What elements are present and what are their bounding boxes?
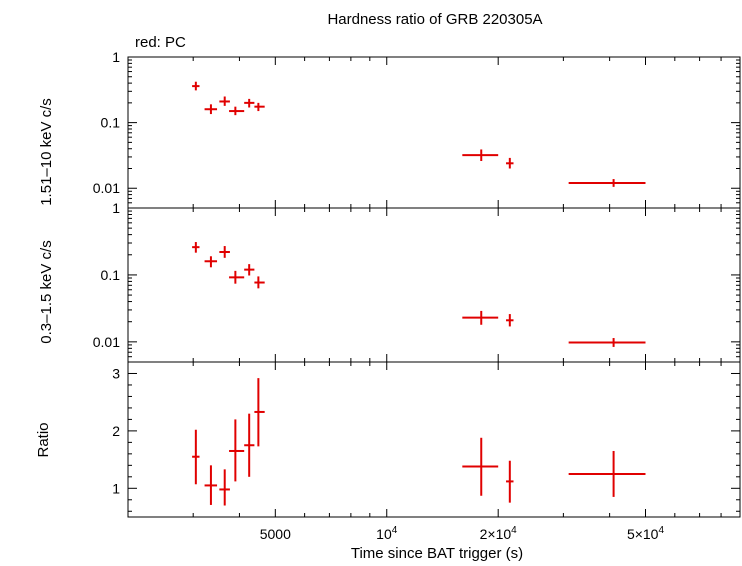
data-point: [229, 419, 245, 482]
y-tick-label: 1: [112, 49, 120, 65]
data-point: [568, 179, 646, 187]
panel-soft-ticks: 1 0.1 0.01: [93, 200, 740, 362]
data-point: [506, 314, 514, 327]
y-tick-label: 0.1: [101, 267, 121, 283]
data-point: [254, 276, 265, 289]
data-point: [506, 157, 514, 169]
x-axis: 5000 104 2×104 5×104: [260, 525, 665, 542]
data-point: [204, 256, 218, 268]
data-point: [192, 81, 200, 91]
x-tick-exponent: 4: [658, 525, 664, 536]
x-tick-label: 104: [376, 525, 398, 542]
x-axis-label: Time since BAT trigger (s): [351, 545, 523, 562]
data-point: [244, 98, 255, 108]
y-tick-label: 1: [112, 200, 120, 216]
panel-ratio-points: [192, 378, 646, 506]
x-tick-exponent: 4: [511, 525, 517, 536]
data-point: [229, 270, 245, 284]
data-point: [192, 242, 200, 253]
data-point: [192, 429, 200, 485]
y-axis-label-hard: 1.51–10 keV c/s: [38, 98, 55, 206]
panel-hard-points: [192, 81, 646, 187]
chart-title: Hardness ratio of GRB 220305A: [327, 11, 542, 28]
data-point: [254, 378, 265, 447]
panel-soft-frame: [127, 207, 741, 363]
x-tick-label: 5×104: [627, 525, 665, 542]
panel-hard: 1 0.1 0.01: [93, 49, 741, 209]
y-axis-label-ratio: Ratio: [35, 422, 52, 457]
data-point: [244, 413, 255, 477]
data-point: [462, 437, 499, 496]
y-tick-label: 0.01: [93, 334, 120, 350]
y-axis-label-soft: 0.3–1.5 keV c/s: [38, 240, 55, 343]
data-point: [204, 465, 218, 505]
panel-hard-ticks: 1 0.1 0.01: [93, 49, 740, 208]
x-tick-label: 2×104: [480, 525, 518, 542]
panel-soft-points: [192, 242, 646, 347]
data-point: [506, 460, 514, 503]
y-tick-label: 3: [112, 365, 120, 381]
data-point: [462, 310, 499, 325]
x-tick-label: 5000: [260, 526, 291, 542]
data-point: [254, 102, 265, 112]
data-point: [568, 338, 646, 347]
panel-ratio-frame: [127, 361, 741, 518]
y-tick-label: 0.01: [93, 180, 120, 196]
panel-ratio-ticks: 1 2 3: [112, 362, 740, 517]
data-point: [219, 246, 230, 258]
panel-soft: 1 0.1 0.01: [93, 200, 741, 363]
data-point: [244, 264, 255, 276]
data-point: [568, 450, 646, 497]
data-point: [462, 149, 499, 162]
data-point: [204, 104, 218, 115]
y-tick-label: 2: [112, 423, 120, 439]
y-tick-label: 0.1: [101, 115, 121, 131]
x-tick-exponent: 4: [392, 525, 398, 536]
chart-subtitle: red: PC: [135, 34, 186, 51]
data-point: [219, 96, 230, 106]
data-point: [219, 469, 230, 506]
panel-ratio: 1 2 3: [112, 361, 741, 518]
panel-hard-frame: [127, 56, 741, 209]
y-tick-label: 1: [112, 480, 120, 496]
data-point: [229, 106, 245, 116]
